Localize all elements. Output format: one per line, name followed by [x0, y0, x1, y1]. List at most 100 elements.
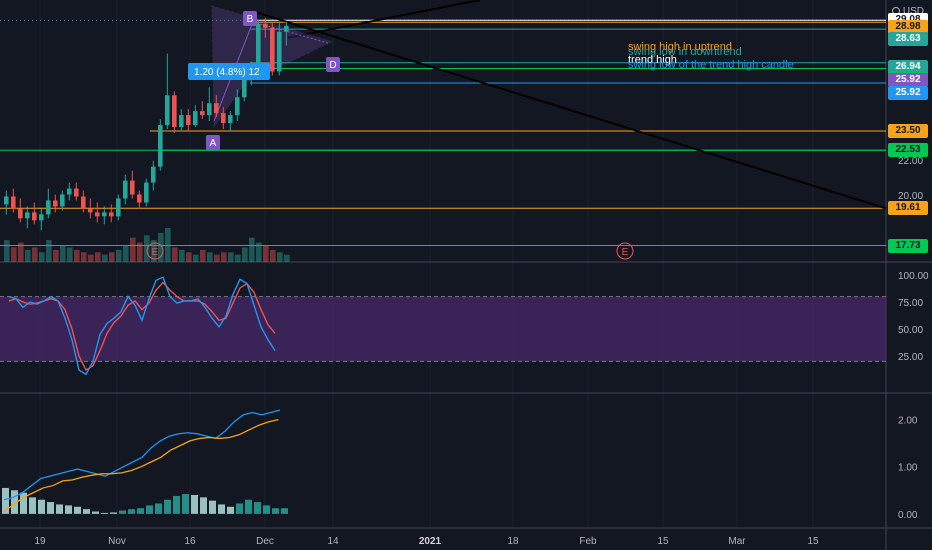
macd-histogram-bar: [20, 492, 27, 514]
macd-axis-tick: 1.00: [898, 463, 918, 474]
volume-bar: [207, 252, 213, 262]
volume-bar: [60, 245, 66, 262]
time-axis-tick: Feb: [579, 536, 597, 547]
candle-body: [74, 188, 79, 197]
time-axis-tick: Mar: [728, 536, 746, 547]
candle-body: [102, 212, 107, 217]
candle-body: [60, 194, 65, 207]
macd-signal-line: [3, 418, 279, 513]
candle-body: [144, 182, 149, 203]
candle-body: [165, 95, 170, 126]
time-axis-tick: 19: [34, 536, 46, 547]
trendline-down: [254, 10, 887, 210]
candle-body: [158, 125, 163, 167]
stoch-axis-tick: 25.00: [898, 352, 923, 363]
stoch-band: [0, 296, 886, 362]
macd-histogram-bar: [2, 487, 9, 514]
macd-histogram-bar: [137, 508, 144, 514]
volume-bar: [228, 252, 234, 262]
volume-bar: [235, 254, 241, 262]
measure-label: 1.20 (4.8%) 12: [194, 67, 260, 78]
macd-histogram-bar: [245, 499, 252, 514]
macd-histogram-bar: [29, 497, 36, 514]
macd-histogram-bar: [110, 512, 117, 514]
volume-bar: [46, 240, 52, 262]
macd-histogram-bar: [119, 510, 126, 514]
time-axis-tick: Nov: [108, 536, 126, 547]
volume-bar: [214, 254, 220, 262]
candle-body: [179, 115, 184, 128]
volume-bar: [270, 249, 276, 262]
volume-bar: [102, 254, 108, 262]
macd-histogram-bar: [38, 499, 45, 514]
volume-bar: [95, 252, 101, 262]
time-axis-tick: Dec: [256, 536, 274, 547]
volume-bar: [158, 232, 164, 262]
macd-histogram-bar: [173, 495, 180, 514]
candle-body: [46, 200, 51, 215]
candle-body: [4, 196, 9, 205]
candle-body: [228, 115, 233, 124]
candle-body: [256, 23, 261, 70]
volume-bar: [151, 240, 157, 262]
pattern-point-label: D: [329, 60, 336, 71]
volume-bar: [74, 249, 80, 262]
stoch-k-line: [8, 276, 276, 376]
price-tag: 17.73: [888, 238, 928, 253]
candle-body: [193, 111, 198, 126]
candle-body: [151, 166, 156, 183]
macd-histogram-bar: [128, 509, 135, 514]
macd-histogram-bar: [209, 500, 216, 514]
volume-bar: [130, 237, 136, 262]
candle-body: [53, 200, 58, 207]
volume-bar: [109, 252, 115, 262]
candle-body: [130, 180, 135, 195]
macd-axis-tick: 0.00: [898, 510, 918, 521]
pattern-point-label: B: [247, 14, 254, 25]
volume-bar: [200, 249, 206, 262]
macd-histogram-bar: [74, 506, 81, 514]
price-tag: 25.92: [888, 85, 928, 100]
pattern-point-box: [206, 135, 220, 150]
candle-body: [95, 212, 100, 217]
price-axis-tick: 22.00: [898, 156, 923, 167]
pattern-point-label: A: [210, 138, 217, 149]
macd-histogram-bar: [182, 494, 189, 514]
candle-body: [263, 23, 268, 28]
price-tag: 26.94: [888, 59, 928, 74]
stoch-axis-tick: 50.00: [898, 325, 923, 336]
currency-label[interactable]: USD: [902, 6, 924, 17]
macd-histogram-bar: [272, 508, 279, 514]
earnings-label: E: [152, 247, 159, 258]
macd-histogram-bar: [47, 502, 54, 514]
volume-bar: [116, 249, 122, 262]
candle-body: [39, 214, 44, 221]
macd-axis-tick: 2.00: [898, 416, 918, 427]
stoch-axis-tick: 100.00: [898, 271, 929, 282]
time-axis-tick: 2021: [419, 536, 442, 547]
pattern-point-box: [243, 11, 257, 26]
annotation-trend-high[interactable]: trend high: [628, 54, 677, 66]
stoch-d-line: [8, 281, 276, 372]
macd-histogram-bar: [155, 503, 162, 514]
annotation-swing-low[interactable]: swing low in downtrend: [628, 46, 742, 58]
candle-body: [123, 180, 128, 199]
volume-bar: [137, 242, 143, 262]
candle-body: [67, 188, 72, 195]
annotation-swing-high[interactable]: swing high in uptrend: [628, 41, 732, 53]
price-tag: 19.61: [888, 201, 928, 216]
trendline-up: [287, 0, 481, 39]
macd-histogram-bar: [263, 505, 270, 514]
macd-histogram-bar: [218, 504, 225, 514]
price-tag: 25.92: [888, 72, 928, 87]
macd-histogram-bar: [101, 512, 108, 514]
volume-bar: [25, 249, 31, 262]
candle-body: [186, 115, 191, 126]
macd-histogram-bar: [92, 511, 99, 514]
volume-bar: [4, 240, 10, 262]
volume-bar: [186, 252, 192, 262]
volume-bar: [249, 237, 255, 262]
volume-bar: [39, 252, 45, 262]
annotation-swing-low-candle[interactable]: swing low of the trend high candle: [628, 59, 794, 71]
